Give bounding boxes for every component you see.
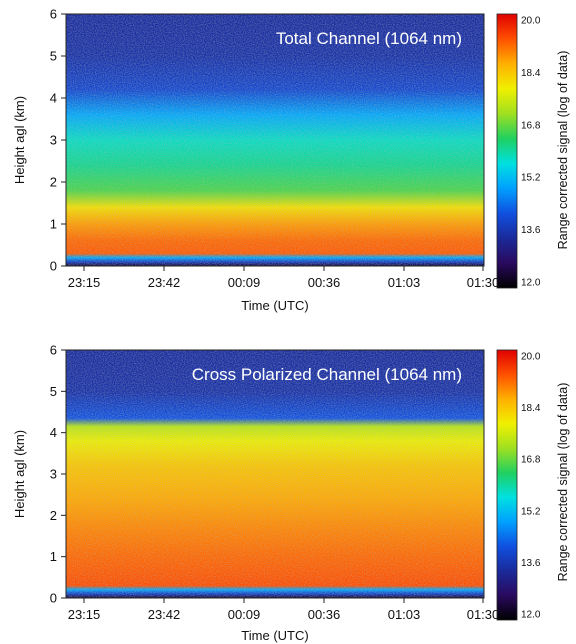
colorbar: 20.0 18.4 16.8 15.2 13.6 12.0 xyxy=(496,13,541,289)
colorbar-tick-label: 20.0 xyxy=(521,16,541,27)
colorbar-tick-label: 20.0 xyxy=(521,352,541,363)
y-tick-label: 5 xyxy=(50,384,57,399)
x-tick-label: 00:09 xyxy=(228,275,261,290)
y-tick-label: 1 xyxy=(50,217,57,232)
x-tick-label: 00:36 xyxy=(308,275,341,290)
colorbar-tick-label: 12.0 xyxy=(521,278,541,289)
x-axis-title: Time (UTC) xyxy=(241,628,308,643)
x-tick-label: 01:03 xyxy=(388,607,421,622)
y-tick-label: 4 xyxy=(50,425,57,440)
y-tick-label: 3 xyxy=(50,467,57,482)
x-tick-label: 00:09 xyxy=(228,607,261,622)
x-axis-title: Time (UTC) xyxy=(241,298,308,313)
colorbar-tick-label: 18.4 xyxy=(521,403,541,414)
colorbar-tick-label: 13.6 xyxy=(521,558,541,569)
x-tick-label: 23:42 xyxy=(148,275,181,290)
x-tick-label: 01:30 xyxy=(467,607,500,622)
y-axis-title: Height agl (km) xyxy=(12,430,27,518)
x-tick-label: 01:30 xyxy=(467,275,500,290)
panel-title: Total Channel (1064 nm) xyxy=(276,29,462,48)
noise-texture xyxy=(66,350,484,598)
x-tick-label: 01:03 xyxy=(388,275,421,290)
panel-total-channel: Total Channel (1064 nm) 23:15 23:42 00:09 0… xyxy=(12,7,570,314)
x-axis: 23:15 23:42 00:09 00:36 01:03 01:30 xyxy=(68,598,500,622)
colorbar-tick-label: 16.8 xyxy=(521,120,541,131)
y-tick-label: 3 xyxy=(50,133,57,148)
colorbar-tick-label: 12.0 xyxy=(521,610,541,621)
colorbar-scale xyxy=(496,13,518,289)
colorbar-title: Range corrected signal (log of data) xyxy=(556,51,570,250)
y-tick-label: 5 xyxy=(50,49,57,64)
y-axis: 0 1 2 3 4 5 6 xyxy=(50,7,66,274)
y-axis-title: Height agl (km) xyxy=(12,96,27,184)
y-tick-label: 2 xyxy=(50,175,57,190)
colorbar-scale xyxy=(496,349,518,621)
y-tick-label: 6 xyxy=(50,7,57,22)
heatmap-area xyxy=(65,13,485,267)
x-axis: 23:15 23:42 00:09 00:36 01:03 01:30 xyxy=(68,266,500,290)
colorbar: 20.0 18.4 16.8 15.2 13.6 12.0 xyxy=(496,349,541,621)
panel-title: Cross Polarized Channel (1064 nm) xyxy=(192,365,462,384)
y-tick-label: 0 xyxy=(50,259,57,274)
y-tick-label: 6 xyxy=(50,343,57,358)
colorbar-tick-label: 15.2 xyxy=(521,173,541,184)
y-tick-label: 2 xyxy=(50,508,57,523)
colorbar-title: Range corrected signal (log of data) xyxy=(556,383,570,582)
colorbar-tick-label: 18.4 xyxy=(521,68,541,79)
noise-texture xyxy=(66,14,484,266)
y-tick-label: 4 xyxy=(50,91,57,106)
panel-cross-polarized-channel: Cross Polarized Channel (1064 nm) 23:15 2… xyxy=(12,343,570,644)
heatmap-area xyxy=(65,349,485,599)
x-tick-label: 23:15 xyxy=(68,607,101,622)
y-tick-label: 0 xyxy=(50,591,57,606)
colorbar-tick-label: 16.8 xyxy=(521,455,541,466)
x-tick-label: 23:15 xyxy=(68,275,101,290)
x-tick-label: 00:36 xyxy=(308,607,341,622)
y-tick-label: 1 xyxy=(50,549,57,564)
y-axis: 0 1 2 3 4 5 6 xyxy=(50,343,66,606)
colorbar-tick-label: 15.2 xyxy=(521,506,541,517)
colorbar-tick-label: 13.6 xyxy=(521,225,541,236)
x-tick-label: 23:42 xyxy=(148,607,181,622)
